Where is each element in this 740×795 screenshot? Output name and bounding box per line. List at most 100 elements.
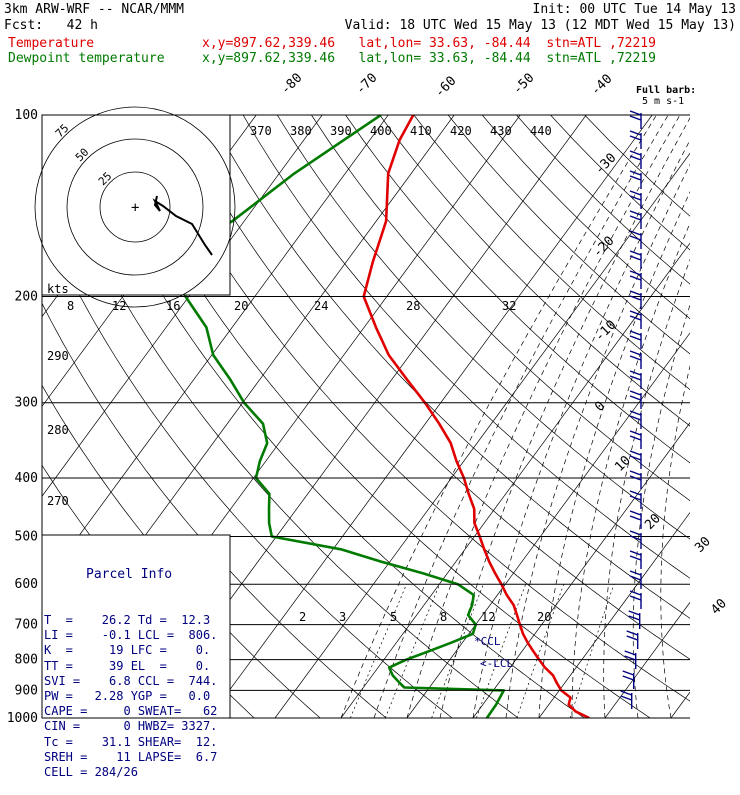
wind-barb-flag (630, 211, 641, 215)
wind-barb-flag (630, 176, 641, 180)
moist-adiabat-line (661, 115, 740, 718)
parcel-info-row: PW = 2.28 YGP = 0.0 (44, 689, 229, 704)
theta-e-label: 290 (47, 349, 69, 363)
wind-barb-flag (630, 336, 641, 340)
hodograph-speed-unit: kts (47, 282, 69, 296)
pressure-tick-label: 200 (15, 290, 38, 305)
mixing-ratio-line (570, 584, 614, 718)
isotherm-line (473, 115, 740, 718)
mixing-ratio-label: 5 (390, 610, 397, 624)
mixing-ratio-label: 2 (299, 610, 306, 624)
isotherm-line (605, 115, 740, 718)
wind-barb-legend-units: 5 m s-1 (642, 96, 684, 107)
wind-barb-flag (630, 396, 641, 400)
dry-adiabat-line (277, 115, 740, 718)
wind-barb-flag (630, 191, 641, 195)
moist-adiabat-line (440, 115, 692, 718)
wind-barb-flag (627, 631, 638, 635)
hodograph-center-mark: + (131, 200, 139, 216)
pressure-tick-label: 700 (15, 618, 38, 633)
lcl-marker: <-LCL (480, 657, 513, 670)
wind-barb-flag (623, 676, 634, 680)
wind-barb-flag (630, 391, 641, 395)
wind-barb-flag (630, 531, 641, 535)
isotherm-label: -70 (353, 71, 380, 98)
wind-barb-flag (630, 116, 641, 120)
pressure-tick-label: 800 (15, 653, 38, 668)
theta-label: 400 (370, 124, 392, 138)
isotherm-label: -50 (510, 71, 537, 98)
wind-barb-flag (630, 276, 641, 280)
isotherm-label: 30 (692, 534, 714, 556)
isotherm-line (341, 115, 740, 718)
wind-barb-flag (630, 331, 641, 335)
wind-barb-flag (630, 451, 641, 455)
mixing-ratio-line (432, 584, 484, 718)
pressure-tick-label: 1000 (7, 711, 38, 726)
speed-tick-label: 32 (502, 299, 516, 313)
wind-barb-flag (630, 431, 641, 435)
wind-barb-flag (630, 471, 641, 475)
temperature-profile (364, 115, 590, 718)
pressure-tick-label: 600 (15, 577, 38, 592)
isotherm-line (209, 115, 652, 718)
speed-tick-label: 12 (112, 299, 126, 313)
pressure-tick-label: 500 (15, 529, 38, 544)
isotherm-line (275, 115, 718, 718)
mixing-ratio-label: 12 (481, 610, 495, 624)
parcel-info-row: SREH = 11 LAPSE= 6.7 (44, 750, 229, 765)
dry-adiabat-line (585, 115, 740, 718)
isotherm-label: -60 (432, 74, 459, 101)
theta-label: 430 (490, 124, 512, 138)
theta-e-label: 280 (47, 423, 69, 437)
speed-tick-label: 20 (234, 299, 248, 313)
wind-barb-flag (627, 636, 638, 640)
wind-barb-flag (630, 216, 641, 220)
isotherm-label: -80 (278, 71, 305, 98)
wind-barb-flag (630, 251, 641, 255)
wind-barb-flag (629, 611, 640, 615)
wind-barb-flag (630, 411, 641, 415)
wind-barb-flag (630, 256, 641, 260)
wind-barb-flag (630, 351, 641, 355)
speed-tick-label: 24 (314, 299, 328, 313)
isotherm-label: -30 (592, 151, 619, 178)
isotherm-label: -40 (588, 72, 615, 99)
theta-label: 370 (250, 124, 272, 138)
theta-label: 380 (290, 124, 312, 138)
wind-barb-flag (630, 551, 641, 555)
wind-barb-flag (630, 371, 641, 375)
speed-tick-label: 16 (166, 299, 180, 313)
wind-barb-flag (630, 291, 641, 295)
theta-label: 440 (530, 124, 552, 138)
parcel-info-row: CIN = 0 HWBZ= 3327. (44, 719, 229, 734)
parcel-info-row: SVI = 6.8 CCL = 744. (44, 674, 229, 689)
parcel-info-row: Tc = 31.1 SHEAR= 12. (44, 735, 229, 750)
mixing-ratio-label: 3 (339, 610, 346, 624)
isotherm-label: 20 (642, 511, 664, 533)
speed-tick-label: 28 (406, 299, 420, 313)
moist-adiabat-line (407, 115, 680, 718)
isotherm-label: 40 (708, 596, 730, 618)
dry-adiabat-line (311, 115, 740, 718)
isotherm-line (407, 115, 740, 718)
pressure-tick-label: 400 (15, 471, 38, 486)
pressure-tick-label: 900 (15, 683, 38, 698)
speed-tick-label: 8 (67, 299, 74, 313)
dry-adiabat-line (551, 115, 740, 718)
wind-barb-flag (625, 651, 636, 655)
parcel-info-row: CELL = 284/26 (44, 765, 229, 780)
mixing-ratio-label: 8 (440, 610, 447, 624)
parcel-info-title: Parcel Info (44, 567, 229, 582)
wind-barb-flag (630, 271, 641, 275)
wind-barb-flag (630, 596, 641, 600)
wind-barb-flag (630, 516, 641, 520)
ccl-marker: *CCL (474, 635, 501, 648)
dry-adiabat-line (243, 115, 740, 718)
moist-adiabat-line (633, 115, 740, 718)
parcel-info-row: K = 19 LFC = 0. (44, 643, 229, 658)
parcel-info-row: TT = 39 EL = 0. (44, 659, 229, 674)
wind-barb-flag (630, 591, 641, 595)
moist-adiabat-line (341, 115, 657, 718)
